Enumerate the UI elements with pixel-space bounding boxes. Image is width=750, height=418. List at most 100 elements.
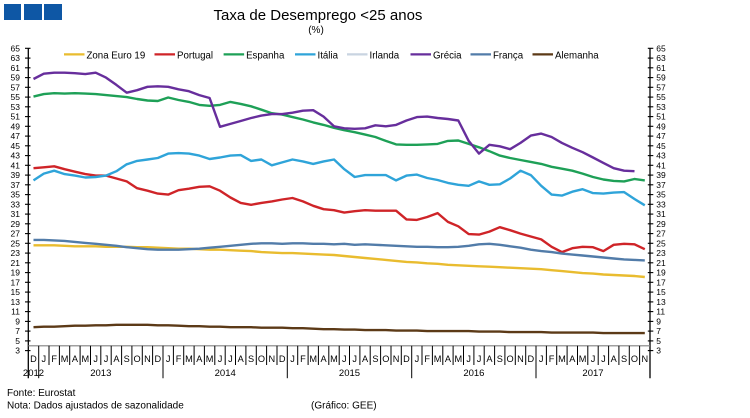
svg-text:2017: 2017 xyxy=(582,368,603,379)
svg-text:27: 27 xyxy=(11,229,21,239)
svg-text:59: 59 xyxy=(11,73,21,83)
svg-text:D: D xyxy=(279,354,286,364)
svg-text:J: J xyxy=(166,354,171,364)
svg-text:15: 15 xyxy=(11,287,21,297)
svg-text:Irlanda: Irlanda xyxy=(370,51,400,62)
svg-text:F: F xyxy=(176,354,182,364)
svg-text:27: 27 xyxy=(656,229,666,239)
svg-text:57: 57 xyxy=(11,82,21,92)
svg-text:37: 37 xyxy=(656,180,666,190)
svg-text:(Gráfico: GEE): (Gráfico: GEE) xyxy=(311,401,377,412)
svg-text:J: J xyxy=(415,354,420,364)
svg-text:2015: 2015 xyxy=(339,368,360,379)
svg-text:39: 39 xyxy=(656,170,666,180)
svg-text:31: 31 xyxy=(656,209,666,219)
svg-text:J: J xyxy=(352,354,357,364)
svg-text:33: 33 xyxy=(11,199,21,209)
svg-text:3: 3 xyxy=(656,346,661,356)
svg-text:A: A xyxy=(445,354,452,364)
svg-text:J: J xyxy=(93,354,98,364)
svg-text:J: J xyxy=(591,354,596,364)
svg-text:2012: 2012 xyxy=(23,368,44,379)
svg-text:O: O xyxy=(631,354,638,364)
svg-text:11: 11 xyxy=(11,307,20,317)
svg-text:M: M xyxy=(206,354,214,364)
svg-text:21: 21 xyxy=(11,258,21,268)
svg-text:S: S xyxy=(248,354,254,364)
svg-text:J: J xyxy=(42,354,47,364)
svg-text:M: M xyxy=(61,354,69,364)
svg-text:63: 63 xyxy=(656,53,666,63)
svg-text:M: M xyxy=(434,354,442,364)
svg-text:29: 29 xyxy=(656,219,666,229)
svg-text:N: N xyxy=(144,354,151,364)
svg-text:Nota: Dados ajustados de sazon: Nota: Dados ajustados de sazonalidade xyxy=(7,401,184,412)
svg-text:J: J xyxy=(539,354,544,364)
svg-text:33: 33 xyxy=(656,199,666,209)
svg-text:Espanha: Espanha xyxy=(246,51,285,62)
svg-text:49: 49 xyxy=(656,121,666,131)
svg-text:5: 5 xyxy=(15,336,20,346)
svg-text:19: 19 xyxy=(656,268,666,278)
svg-text:7: 7 xyxy=(656,326,661,336)
svg-text:47: 47 xyxy=(656,131,666,141)
svg-text:25: 25 xyxy=(656,238,666,248)
svg-text:D: D xyxy=(403,354,410,364)
svg-text:Fonte: Eurostat: Fonte: Eurostat xyxy=(7,388,76,399)
svg-text:S: S xyxy=(124,354,130,364)
svg-text:M: M xyxy=(454,354,462,364)
svg-text:O: O xyxy=(258,354,265,364)
svg-text:A: A xyxy=(238,354,245,364)
svg-text:J: J xyxy=(228,354,233,364)
svg-text:S: S xyxy=(372,354,378,364)
svg-text:41: 41 xyxy=(656,160,666,170)
svg-text:J: J xyxy=(290,354,295,364)
svg-text:M: M xyxy=(330,354,338,364)
svg-text:O: O xyxy=(507,354,514,364)
svg-text:61: 61 xyxy=(656,63,666,73)
svg-text:M: M xyxy=(309,354,317,364)
svg-text:13: 13 xyxy=(11,297,21,307)
svg-text:21: 21 xyxy=(656,258,666,268)
svg-text:2013: 2013 xyxy=(90,368,111,379)
svg-text:5: 5 xyxy=(656,336,661,346)
svg-text:39: 39 xyxy=(11,170,21,180)
svg-text:O: O xyxy=(382,354,389,364)
svg-text:57: 57 xyxy=(656,82,666,92)
svg-text:29: 29 xyxy=(11,219,21,229)
svg-text:Itália: Itália xyxy=(318,51,339,62)
svg-text:15: 15 xyxy=(656,287,666,297)
svg-text:N: N xyxy=(268,354,275,364)
svg-text:9: 9 xyxy=(15,316,20,326)
svg-text:J: J xyxy=(218,354,223,364)
svg-text:31: 31 xyxy=(11,209,21,219)
svg-text:D: D xyxy=(527,354,534,364)
svg-text:51: 51 xyxy=(656,112,666,122)
svg-text:J: J xyxy=(466,354,471,364)
svg-text:49: 49 xyxy=(11,121,21,131)
svg-text:45: 45 xyxy=(656,141,666,151)
svg-text:F: F xyxy=(51,354,57,364)
svg-text:65: 65 xyxy=(656,43,666,53)
svg-text:A: A xyxy=(196,354,203,364)
svg-text:A: A xyxy=(569,354,576,364)
svg-text:A: A xyxy=(486,354,493,364)
svg-text:45: 45 xyxy=(11,141,21,151)
svg-text:D: D xyxy=(30,354,37,364)
svg-text:53: 53 xyxy=(11,102,21,112)
svg-text:A: A xyxy=(321,354,328,364)
svg-text:M: M xyxy=(579,354,587,364)
svg-text:A: A xyxy=(362,354,369,364)
svg-text:7: 7 xyxy=(15,326,20,336)
svg-text:J: J xyxy=(477,354,482,364)
svg-text:19: 19 xyxy=(11,268,21,278)
svg-text:61: 61 xyxy=(11,63,21,73)
svg-text:3: 3 xyxy=(15,346,20,356)
svg-text:F: F xyxy=(300,354,306,364)
svg-text:O: O xyxy=(134,354,141,364)
svg-text:N: N xyxy=(517,354,524,364)
svg-text:Taxa de Desemprego <25 anos: Taxa de Desemprego <25 anos xyxy=(214,7,423,24)
svg-text:A: A xyxy=(72,354,79,364)
svg-text:17: 17 xyxy=(11,277,21,287)
svg-text:2014: 2014 xyxy=(215,368,236,379)
